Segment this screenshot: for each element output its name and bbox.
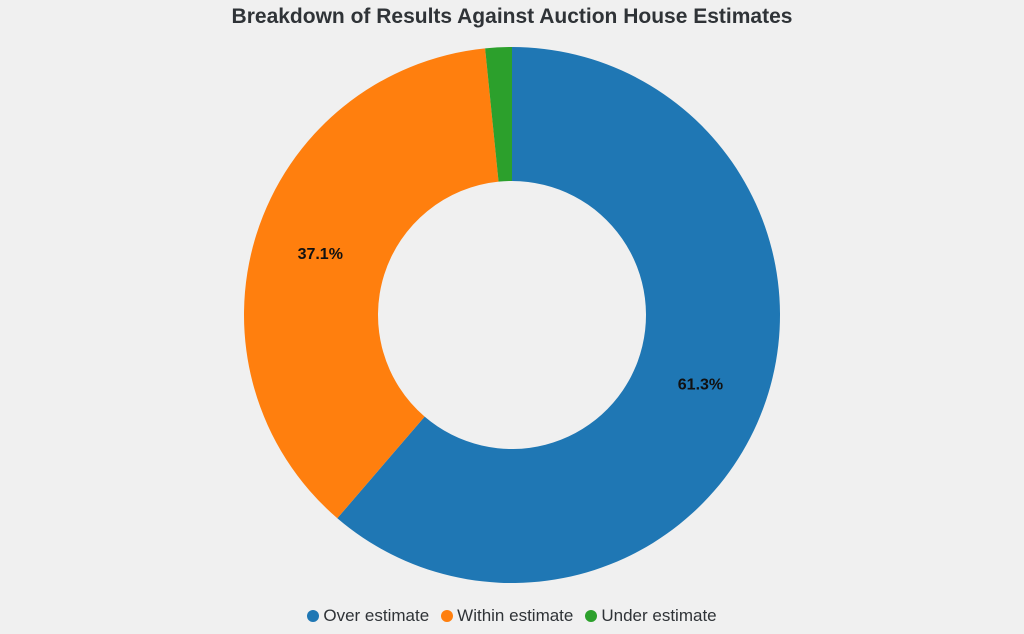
legend-item-within-estimate[interactable]: Within estimate [441, 606, 573, 626]
legend: Over estimate Within estimate Under esti… [0, 606, 1024, 626]
slice-label-within-estimate: 37.1% [298, 246, 343, 263]
chart-title: Breakdown of Results Against Auction Hou… [231, 5, 793, 28]
legend-swatch-within-estimate [441, 610, 454, 622]
legend-swatch-under-estimate [585, 610, 598, 622]
legend-item-over-estimate[interactable]: Over estimate [307, 606, 429, 626]
slices-group [244, 47, 780, 583]
legend-label-over-estimate: Over estimate [323, 606, 430, 625]
legend-item-under-estimate[interactable]: Under estimate [585, 606, 717, 626]
slice-label-over-estimate: 61.3% [678, 376, 723, 393]
legend-label-under-estimate: Under estimate [601, 606, 717, 625]
slice-within-estimate[interactable] [244, 48, 499, 519]
slice-over-estimate[interactable] [337, 47, 780, 583]
labels-group: 61.3% 37.1% [298, 246, 724, 393]
legend-label-within-estimate: Within estimate [457, 606, 574, 625]
slice-under-estimate[interactable] [485, 47, 512, 182]
legend-swatch-over-estimate [307, 610, 320, 622]
